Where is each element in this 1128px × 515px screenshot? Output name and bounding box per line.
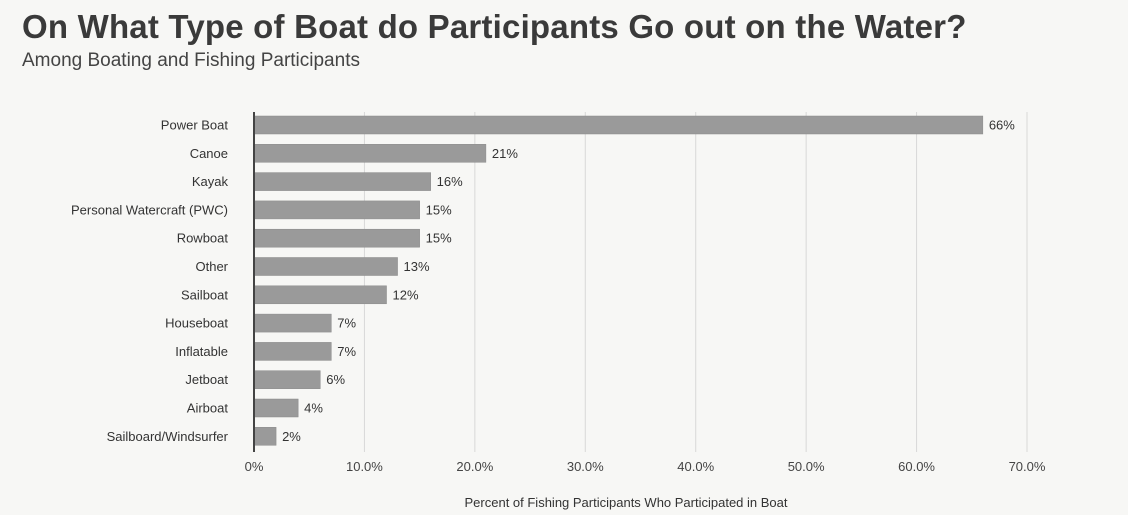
category-label: Sailboat [181, 287, 228, 302]
x-tick-label: 70.0% [1009, 459, 1046, 474]
value-label: 15% [426, 202, 452, 217]
x-tick-label: 0% [245, 459, 264, 474]
category-label: Jetboat [185, 372, 228, 387]
bar [253, 398, 299, 418]
category-label: Personal Watercraft (PWC) [71, 202, 228, 217]
category-label: Inflatable [175, 344, 228, 359]
category-label: Canoe [190, 146, 228, 161]
bar [253, 257, 398, 276]
category-label: Other [195, 259, 228, 274]
category-label: Rowboat [177, 231, 229, 246]
value-label: 13% [404, 259, 430, 274]
bar [253, 313, 332, 333]
chart-subtitle: Among Boating and Fishing Participants [22, 50, 360, 71]
x-tick-label: 40.0% [677, 459, 714, 474]
value-label: 12% [393, 287, 419, 302]
x-tick-label: 60.0% [898, 459, 935, 474]
value-label: 6% [326, 372, 345, 387]
value-label: 7% [337, 316, 356, 331]
bar [253, 200, 420, 220]
value-labels: 66% 21% 16% 15% 15% 13% 12% 7% 7% 6%4%2% [282, 118, 1015, 444]
category-label: Kayak [192, 174, 229, 189]
bar [253, 228, 420, 248]
bar [253, 172, 431, 191]
x-tick-label: 10.0% [346, 459, 383, 474]
value-label: 16% [437, 174, 463, 189]
x-axis-title: Percent of Fishing Participants Who Part… [465, 495, 788, 510]
category-labels: Power Boat Canoe Kayak Personal Watercraft … [71, 118, 229, 444]
bars [253, 115, 984, 446]
x-tick-label: 50.0% [788, 459, 825, 474]
bar [253, 285, 387, 305]
x-tick-labels: 0% 10.0% 20.0% 30.0% 40.0% 50.0% 60.0% 70.0% [245, 459, 1046, 474]
x-tick-label: 20.0% [456, 459, 493, 474]
value-label: 21% [492, 146, 518, 161]
chart-title: On What Type of Boat do Participants Go … [22, 8, 967, 45]
bar [253, 342, 332, 361]
value-label: 2% [282, 429, 301, 444]
value-label: 4% [304, 401, 323, 416]
category-label: Sailboard/Windsurfer [107, 429, 229, 444]
category-label: Airboat [187, 401, 229, 416]
category-label: Power Boat [161, 118, 229, 133]
x-tick-label: 30.0% [567, 459, 604, 474]
bar [253, 370, 321, 389]
bar [253, 427, 277, 446]
category-label: Houseboat [165, 316, 228, 331]
bar [253, 144, 487, 163]
value-label: 7% [337, 344, 356, 359]
value-label: 66% [989, 118, 1015, 133]
grid-lines [363, 112, 1028, 452]
value-label: 15% [426, 231, 452, 246]
bar [253, 115, 984, 135]
